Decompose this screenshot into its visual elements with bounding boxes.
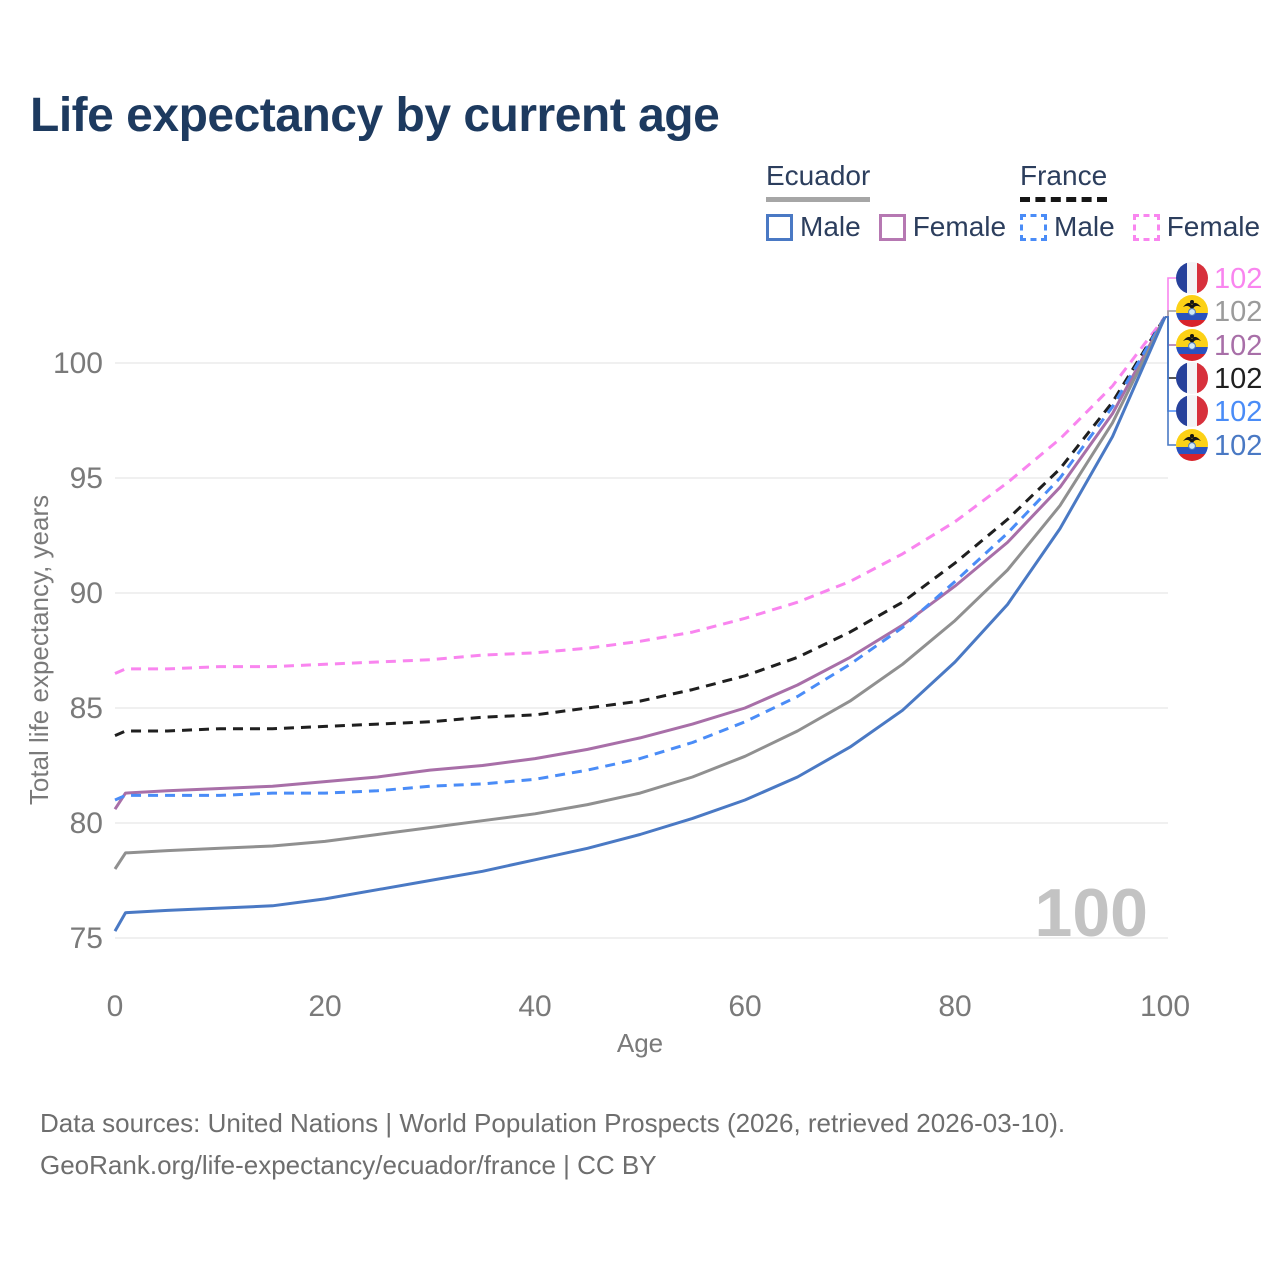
x-tick-label: 20	[308, 990, 341, 1023]
footer-data-sources: Data sources: United Nations | World Pop…	[40, 1108, 1066, 1138]
y-tick-label: 85	[70, 692, 103, 725]
series-line-france-male[interactable]	[114, 316, 1167, 802]
x-axis-title: Age	[617, 1028, 663, 1058]
x-tick-label: 80	[938, 990, 971, 1023]
y-axis-title: Total life expectancy, years	[24, 495, 54, 805]
y-tick-label: 75	[70, 922, 103, 955]
end-value-france-male: 102	[1214, 396, 1262, 428]
footer-attribution-link[interactable]: GeoRank.org/life-expectancy/ecuador/fran…	[40, 1150, 657, 1180]
legend-group-ecuador: Ecuador Male Female	[766, 160, 1024, 243]
legend-row-ecuador: Male Female	[766, 211, 1024, 243]
x-tick-label: 60	[728, 990, 761, 1023]
x-tick-label: 0	[107, 990, 124, 1023]
y-tick-label: 100	[53, 347, 103, 380]
x-tick-label: 40	[518, 990, 551, 1023]
france-flag-icon	[1176, 262, 1208, 294]
end-value-ecuador-male: 102	[1214, 430, 1262, 462]
series-line-france[interactable]	[114, 316, 1167, 737]
legend-group-france: France Male Female	[1020, 160, 1278, 243]
legend-country-france[interactable]: France	[1020, 160, 1108, 202]
end-value-ecuador-female: 102	[1214, 330, 1262, 362]
legend-country-ecuador[interactable]: Ecuador	[766, 160, 871, 202]
france-flag-icon	[1176, 362, 1208, 394]
ecuador-flag-icon	[1176, 329, 1208, 361]
y-tick-label: 90	[70, 577, 103, 610]
legend-label-france-female[interactable]: Female	[1166, 211, 1261, 242]
legend-row-france: Male Female	[1020, 211, 1278, 243]
ecuador-flag-icon	[1176, 295, 1208, 327]
legend-swatch-france-female[interactable]	[1132, 213, 1160, 241]
end-value-france-female: 102	[1214, 263, 1262, 295]
y-tick-label: 80	[70, 807, 103, 840]
legend-swatch-ecuador-female[interactable]	[878, 213, 906, 241]
legend-label-ecuador-male[interactable]: Male	[800, 211, 861, 242]
ecuador-flag-icon	[1176, 429, 1208, 461]
plot-area[interactable]	[115, 310, 1168, 940]
age-watermark: 100	[1035, 875, 1148, 951]
series-line-ecuador[interactable]	[113, 316, 1167, 870]
legend-swatch-ecuador-male[interactable]	[766, 213, 793, 241]
series-line-france-female[interactable]	[114, 316, 1167, 675]
x-tick-label: 100	[1140, 990, 1190, 1023]
series-lines	[113, 316, 1167, 932]
gridlines	[115, 362, 1168, 939]
end-value-france: 102	[1214, 363, 1262, 395]
legend-label-france-male[interactable]: Male	[1054, 211, 1115, 242]
x-axis-ticks: 0 20 40 60 80 100	[107, 990, 1190, 1023]
end-value-ecuador: 102	[1214, 296, 1262, 328]
y-tick-label: 95	[70, 462, 103, 495]
y-axis-ticks: 75 80 85 90 95 100	[53, 347, 103, 955]
leader-line	[1165, 316, 1176, 446]
france-flag-icon	[1176, 395, 1208, 427]
page-title: Life expectancy by current age	[30, 89, 720, 142]
series-line-ecuador-male[interactable]	[113, 316, 1167, 932]
legend-label-ecuador-female[interactable]: Female	[912, 211, 1007, 242]
footer: Data sources: United Nations | World Pop…	[40, 1102, 1065, 1186]
series-line-ecuador-female[interactable]	[113, 316, 1167, 811]
legend-swatch-france-male[interactable]	[1020, 213, 1047, 241]
